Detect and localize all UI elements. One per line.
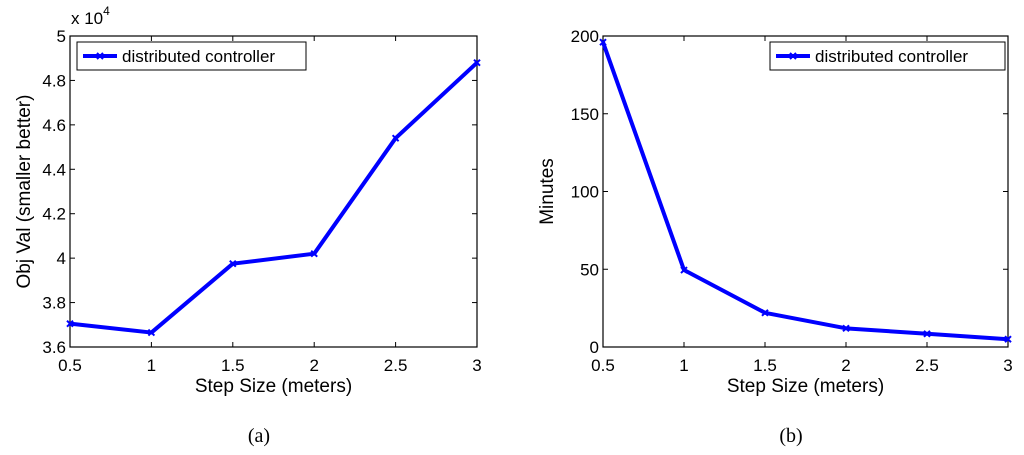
y-tick-label: 0: [590, 338, 599, 357]
x-axis-label: Step Size (meters): [727, 376, 884, 397]
x-tick-label: 1.5: [753, 356, 777, 375]
x-tick-label: 1: [147, 356, 156, 375]
y-tick-label: 100: [571, 183, 599, 202]
y-tick-label: 3.6: [42, 338, 66, 357]
series-line: [69, 61, 479, 335]
y-tick-label: 5: [57, 27, 66, 46]
x-tick-label: 0.5: [58, 356, 82, 375]
plot-area: [69, 35, 478, 348]
x-tick-label: 2.5: [915, 356, 939, 375]
data-point: [599, 38, 607, 46]
x-tick-label: 3: [1003, 356, 1012, 375]
x-axis-label: Step Size (meters): [195, 376, 352, 397]
y-tick-label: 4.4: [42, 160, 66, 179]
chart-b: 0.5 1 1.5 2 2.5 3 0 50 100 150 200 Step Size (meter…: [537, 27, 1013, 447]
y-tick-label: 4.8: [42, 71, 66, 90]
data-point: [473, 58, 481, 67]
data-point: [1004, 335, 1012, 343]
plot-area: [602, 35, 1009, 348]
data-point: [391, 134, 400, 142]
series-line: [601, 41, 1009, 342]
legend-marker: [789, 52, 797, 60]
y-multiplier-label: x 104: [71, 4, 110, 28]
figure-caption: (b): [779, 425, 802, 447]
y-tick-label: 3.8: [42, 294, 66, 313]
y-axis-label: Obj Val (smaller better): [14, 95, 35, 289]
y-tick-label: 4.6: [42, 116, 66, 135]
x-tick-label: 1: [679, 356, 688, 375]
x-tick-label: 2: [841, 356, 850, 375]
legend-box: [76, 41, 307, 71]
legend-marker: [96, 52, 104, 60]
data-point: [923, 330, 931, 338]
y-tick-label: 4: [57, 249, 66, 268]
legend-label: distributed controller: [815, 47, 968, 66]
data-point: [680, 266, 688, 274]
data-point: [229, 259, 237, 268]
legend: distributed controller: [769, 41, 1006, 71]
x-tick-label: 3: [472, 356, 481, 375]
y-tick-label: 200: [571, 27, 599, 46]
legend: distributed controller: [76, 41, 307, 71]
x-tick-label: 0.5: [591, 356, 615, 375]
figure-caption: (a): [248, 425, 270, 447]
y-tick-label: 50: [580, 260, 599, 279]
x-tick-label: 2.5: [384, 356, 408, 375]
y-tick-label: 4.2: [42, 205, 66, 224]
y-axis-label: Minutes: [537, 158, 558, 225]
data-point: [842, 324, 850, 333]
x-tick-label: 2: [309, 356, 318, 375]
data-point: [147, 328, 156, 337]
x-tick-label: 1.5: [221, 356, 245, 375]
data-point: [310, 249, 318, 258]
data-point: [66, 319, 74, 328]
chart-a: 0.5 1 1.5 2 2.5 3 3.6 3.8 4 4.2 4.4 4.6 4.8 5 x 104 Ste…: [14, 4, 482, 447]
y-tick-label: 150: [571, 105, 599, 124]
legend-label: distributed controller: [122, 47, 275, 66]
data-point: [761, 309, 769, 317]
